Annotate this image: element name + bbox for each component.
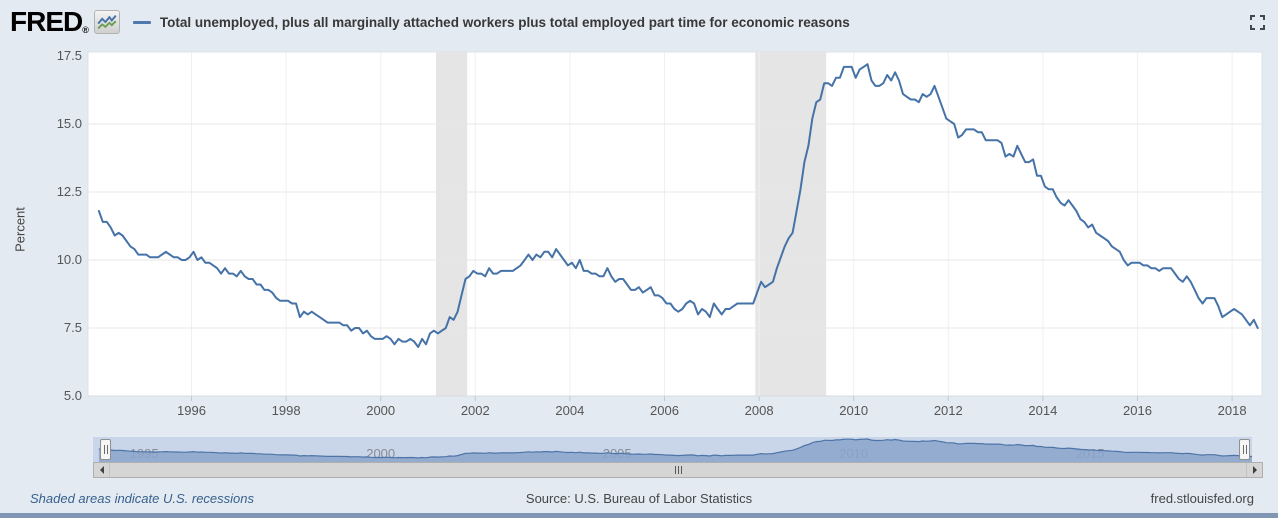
y-tick-label: 12.5 [56,184,82,199]
slider-right-handle[interactable] [1239,439,1250,460]
y-tick-label: 17.5 [56,48,82,63]
scroll-left-button[interactable] [94,463,110,477]
x-tick-label: 2002 [460,403,490,418]
chart-header: FRED® Total unemployed, plus all margina… [0,0,1278,44]
arrow-left-icon [96,466,104,474]
x-tick-label: 2000 [366,403,396,418]
source-text: Source: U.S. Bureau of Labor Statistics [525,491,753,506]
y-tick-label: 10.0 [56,252,82,267]
x-tick-label: 2012 [933,403,963,418]
x-tick-label: 2018 [1217,403,1247,418]
series-title: Total unemployed, plus all marginally at… [159,14,850,30]
x-tick-label: 2004 [555,403,585,418]
x-tick-label: 2006 [650,403,679,418]
registered-mark: ® [82,25,89,35]
site-link[interactable]: fred.stlouisfed.org [1150,491,1254,506]
arrow-right-icon [1252,466,1261,474]
scrollbar[interactable] [93,462,1263,478]
fullscreen-icon[interactable] [1250,14,1265,30]
handle-grip-icon [1243,445,1244,454]
y-tick-label: 15.0 [56,116,82,131]
y-tick-label: 7.5 [63,320,82,335]
x-tick-label: 2016 [1123,403,1152,418]
y-tick-label: 5.0 [63,388,82,403]
x-tick-label: 2014 [1028,403,1058,418]
x-tick-label: 2010 [839,403,869,418]
mini-chart[interactable]: 19952000200520102015 [93,437,1252,462]
handle-grip-icon [104,445,105,454]
series-legend-marker [132,20,151,24]
bottom-accent-bar [0,513,1278,518]
x-tick-label: 2008 [744,403,774,418]
recession-note-link[interactable]: Shaded areas indicate U.S. recessions [30,491,255,506]
fred-logo-text: FRED [10,6,83,37]
scroll-right-button[interactable] [1246,463,1262,477]
fred-logo[interactable]: FRED® [10,8,89,36]
slider-left-handle[interactable] [100,439,111,460]
x-tick-label: 1998 [271,403,301,418]
x-tick-label: 1996 [177,403,206,418]
chart-sparkline-icon [93,10,120,34]
line-plot[interactable] [0,44,1278,424]
scrollbar-grip-icon[interactable] [678,466,679,474]
chart-footer: Shaded areas indicate U.S. recessions So… [0,491,1278,509]
chart-area: Percent 17.5 15.0 12.5 10.0 7.5 5.0 1996 1998 2… [0,44,1278,424]
range-slider: 19952000200520102015 [0,437,1278,479]
